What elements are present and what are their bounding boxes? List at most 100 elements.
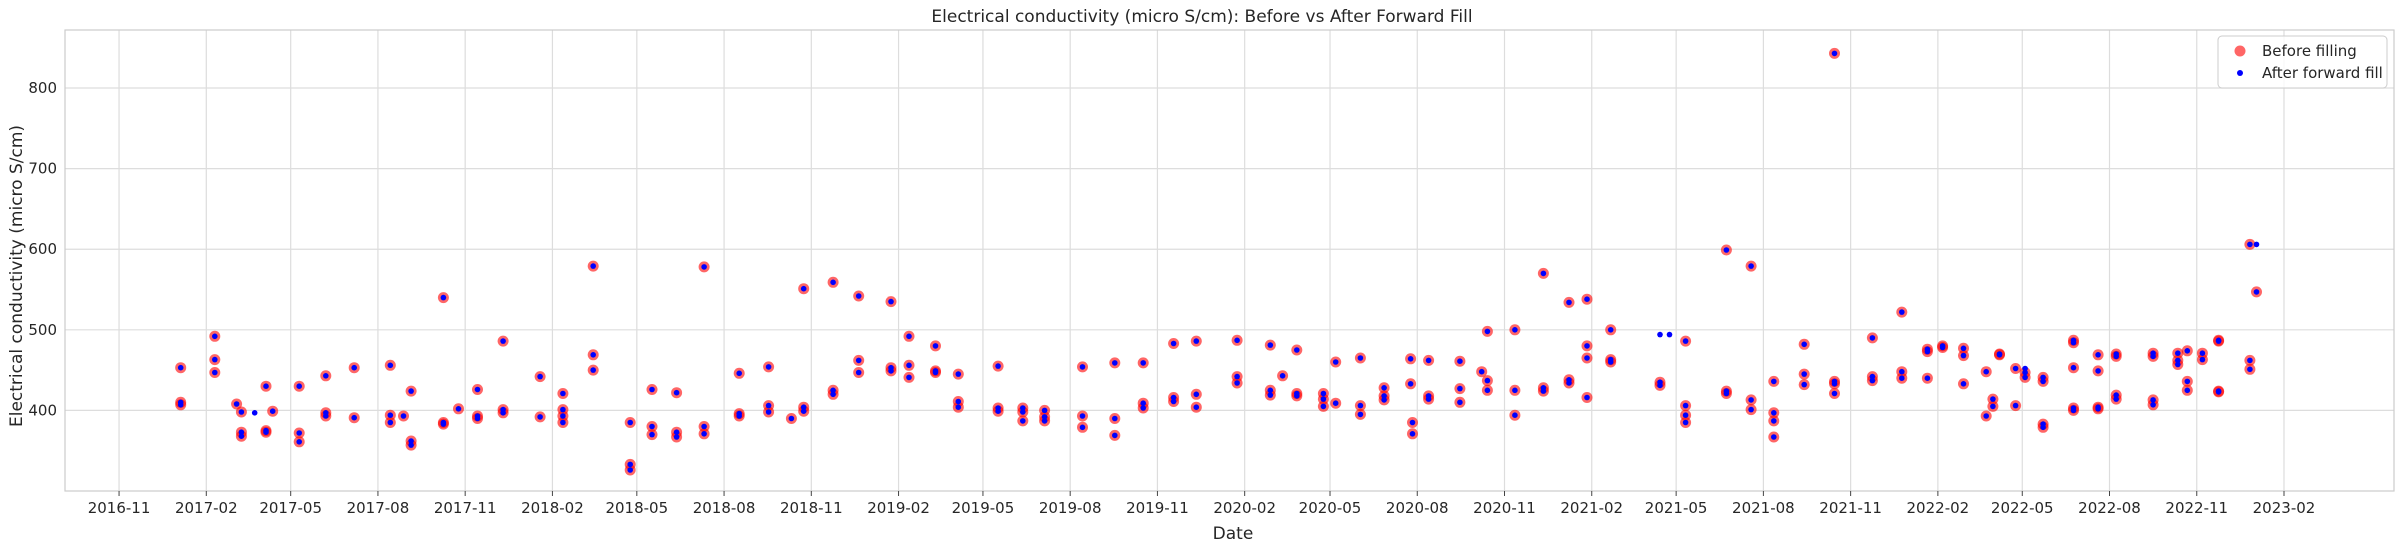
point-after-forward-fill bbox=[233, 401, 240, 407]
point-after-forward-fill bbox=[212, 356, 218, 363]
point-after-forward-fill bbox=[830, 387, 836, 394]
point-after-forward-fill bbox=[408, 388, 414, 394]
x-tick-label: 2018-11 bbox=[780, 499, 843, 517]
point-after-forward-fill bbox=[995, 408, 1001, 415]
point-after-forward-fill bbox=[1869, 373, 1876, 380]
x-axis: 2016-11 2017-02 2017-05 2017-08 2017-11 2018-… bbox=[88, 491, 2316, 517]
point-after-forward-fill bbox=[2247, 357, 2253, 364]
x-tick-label: 2022-08 bbox=[2078, 499, 2141, 517]
point-after-forward-fill bbox=[1020, 418, 1026, 424]
point-after-forward-fill bbox=[1607, 327, 1614, 333]
point-after-forward-fill bbox=[1831, 50, 1838, 57]
series-after-forward-fill bbox=[177, 50, 2260, 473]
x-tick-label: 2017-11 bbox=[434, 499, 497, 517]
point-after-forward-fill bbox=[1566, 380, 1572, 386]
point-after-forward-fill bbox=[560, 419, 566, 426]
point-after-forward-fill bbox=[736, 413, 742, 419]
point-after-forward-fill bbox=[830, 391, 836, 398]
point-after-forward-fill bbox=[351, 414, 358, 421]
point-after-forward-fill bbox=[888, 368, 894, 374]
point-after-forward-fill bbox=[800, 285, 807, 292]
point-after-forward-fill bbox=[1939, 343, 1946, 349]
x-tick-label: 2020-05 bbox=[1299, 499, 1362, 517]
point-after-forward-fill bbox=[2184, 348, 2191, 354]
point-after-forward-fill bbox=[673, 434, 680, 440]
point-after-forward-fill bbox=[1478, 368, 1485, 375]
point-after-forward-fill bbox=[2215, 338, 2222, 344]
point-after-forward-fill bbox=[590, 263, 596, 269]
point-after-forward-fill bbox=[1682, 338, 1689, 344]
point-after-forward-fill bbox=[474, 386, 481, 393]
point-after-forward-fill bbox=[1425, 396, 1432, 402]
point-after-forward-fill bbox=[2215, 389, 2222, 395]
point-after-forward-fill bbox=[800, 408, 807, 415]
point-after-forward-fill bbox=[1381, 397, 1387, 403]
point-after-forward-fill bbox=[177, 364, 184, 371]
x-tick-label: 2019-05 bbox=[952, 499, 1015, 517]
point-after-forward-fill bbox=[1041, 414, 1048, 420]
point-after-forward-fill bbox=[1140, 405, 1146, 411]
legend-label-after: After forward fill bbox=[2262, 64, 2383, 82]
x-tick-label: 2023-02 bbox=[2253, 499, 2316, 517]
point-after-forward-fill bbox=[560, 406, 566, 413]
point-after-forward-fill bbox=[765, 364, 772, 370]
point-after-forward-fill bbox=[649, 431, 655, 438]
point-after-forward-fill bbox=[323, 413, 329, 419]
point-after-forward-fill bbox=[701, 264, 707, 270]
point-after-forward-fill bbox=[1170, 340, 1177, 347]
point-after-forward-fill bbox=[2040, 374, 2046, 381]
point-after-forward-fill bbox=[2199, 356, 2206, 363]
y-tick-label: 700 bbox=[28, 160, 57, 178]
point-after-forward-fill bbox=[296, 383, 303, 390]
point-after-forward-fill bbox=[1512, 387, 1518, 394]
point-after-forward-fill bbox=[2253, 241, 2260, 248]
data-points bbox=[175, 47, 2262, 476]
x-tick-label: 2017-02 bbox=[175, 499, 238, 517]
x-tick-label: 2019-08 bbox=[1039, 499, 1102, 517]
point-after-forward-fill bbox=[2022, 365, 2028, 372]
point-after-forward-fill bbox=[560, 413, 566, 419]
point-after-forward-fill bbox=[1267, 342, 1274, 348]
point-after-forward-fill bbox=[2113, 396, 2119, 402]
x-tick-label: 2020-08 bbox=[1386, 499, 1449, 517]
point-after-forward-fill bbox=[1899, 375, 1905, 382]
point-after-forward-fill bbox=[1357, 411, 1364, 418]
point-after-forward-fill bbox=[440, 421, 447, 427]
point-after-forward-fill bbox=[1566, 299, 1572, 306]
point-after-forward-fill bbox=[1831, 381, 1838, 387]
point-after-forward-fill bbox=[1279, 373, 1286, 379]
point-after-forward-fill bbox=[1924, 348, 1931, 355]
point-after-forward-fill bbox=[296, 430, 303, 436]
point-after-forward-fill bbox=[830, 279, 836, 286]
legend-box bbox=[2217, 35, 2388, 89]
point-after-forward-fill bbox=[1170, 394, 1177, 401]
point-after-forward-fill bbox=[2070, 364, 2077, 371]
point-after-forward-fill bbox=[1079, 413, 1086, 419]
x-tick-label: 2016-11 bbox=[88, 499, 151, 517]
point-after-forward-fill bbox=[2022, 369, 2028, 376]
point-after-forward-fill bbox=[263, 383, 269, 390]
point-after-forward-fill bbox=[1869, 335, 1876, 341]
point-after-forward-fill bbox=[2150, 402, 2156, 408]
x-tick-label: 2017-05 bbox=[259, 499, 322, 517]
point-after-forward-fill bbox=[212, 333, 218, 340]
point-after-forward-fill bbox=[238, 429, 245, 436]
x-tick-label: 2021-08 bbox=[1732, 499, 1795, 517]
grid bbox=[65, 30, 2394, 491]
point-after-forward-fill bbox=[1020, 405, 1026, 411]
point-after-forward-fill bbox=[1801, 341, 1807, 348]
x-tick-label: 2022-02 bbox=[1907, 499, 1970, 517]
point-after-forward-fill bbox=[1899, 368, 1905, 375]
point-after-forward-fill bbox=[1041, 418, 1048, 424]
point-after-forward-fill bbox=[627, 419, 633, 426]
point-after-forward-fill bbox=[1960, 345, 1967, 352]
point-after-forward-fill bbox=[955, 398, 962, 405]
point-after-forward-fill bbox=[955, 404, 962, 411]
point-after-forward-fill bbox=[1193, 404, 1200, 411]
point-after-forward-fill bbox=[1771, 378, 1777, 385]
point-after-forward-fill bbox=[1666, 331, 1673, 338]
point-after-forward-fill bbox=[701, 423, 707, 430]
point-after-forward-fill bbox=[2175, 350, 2181, 357]
point-after-forward-fill bbox=[1320, 403, 1327, 410]
x-tick-label: 2022-05 bbox=[1991, 499, 2054, 517]
